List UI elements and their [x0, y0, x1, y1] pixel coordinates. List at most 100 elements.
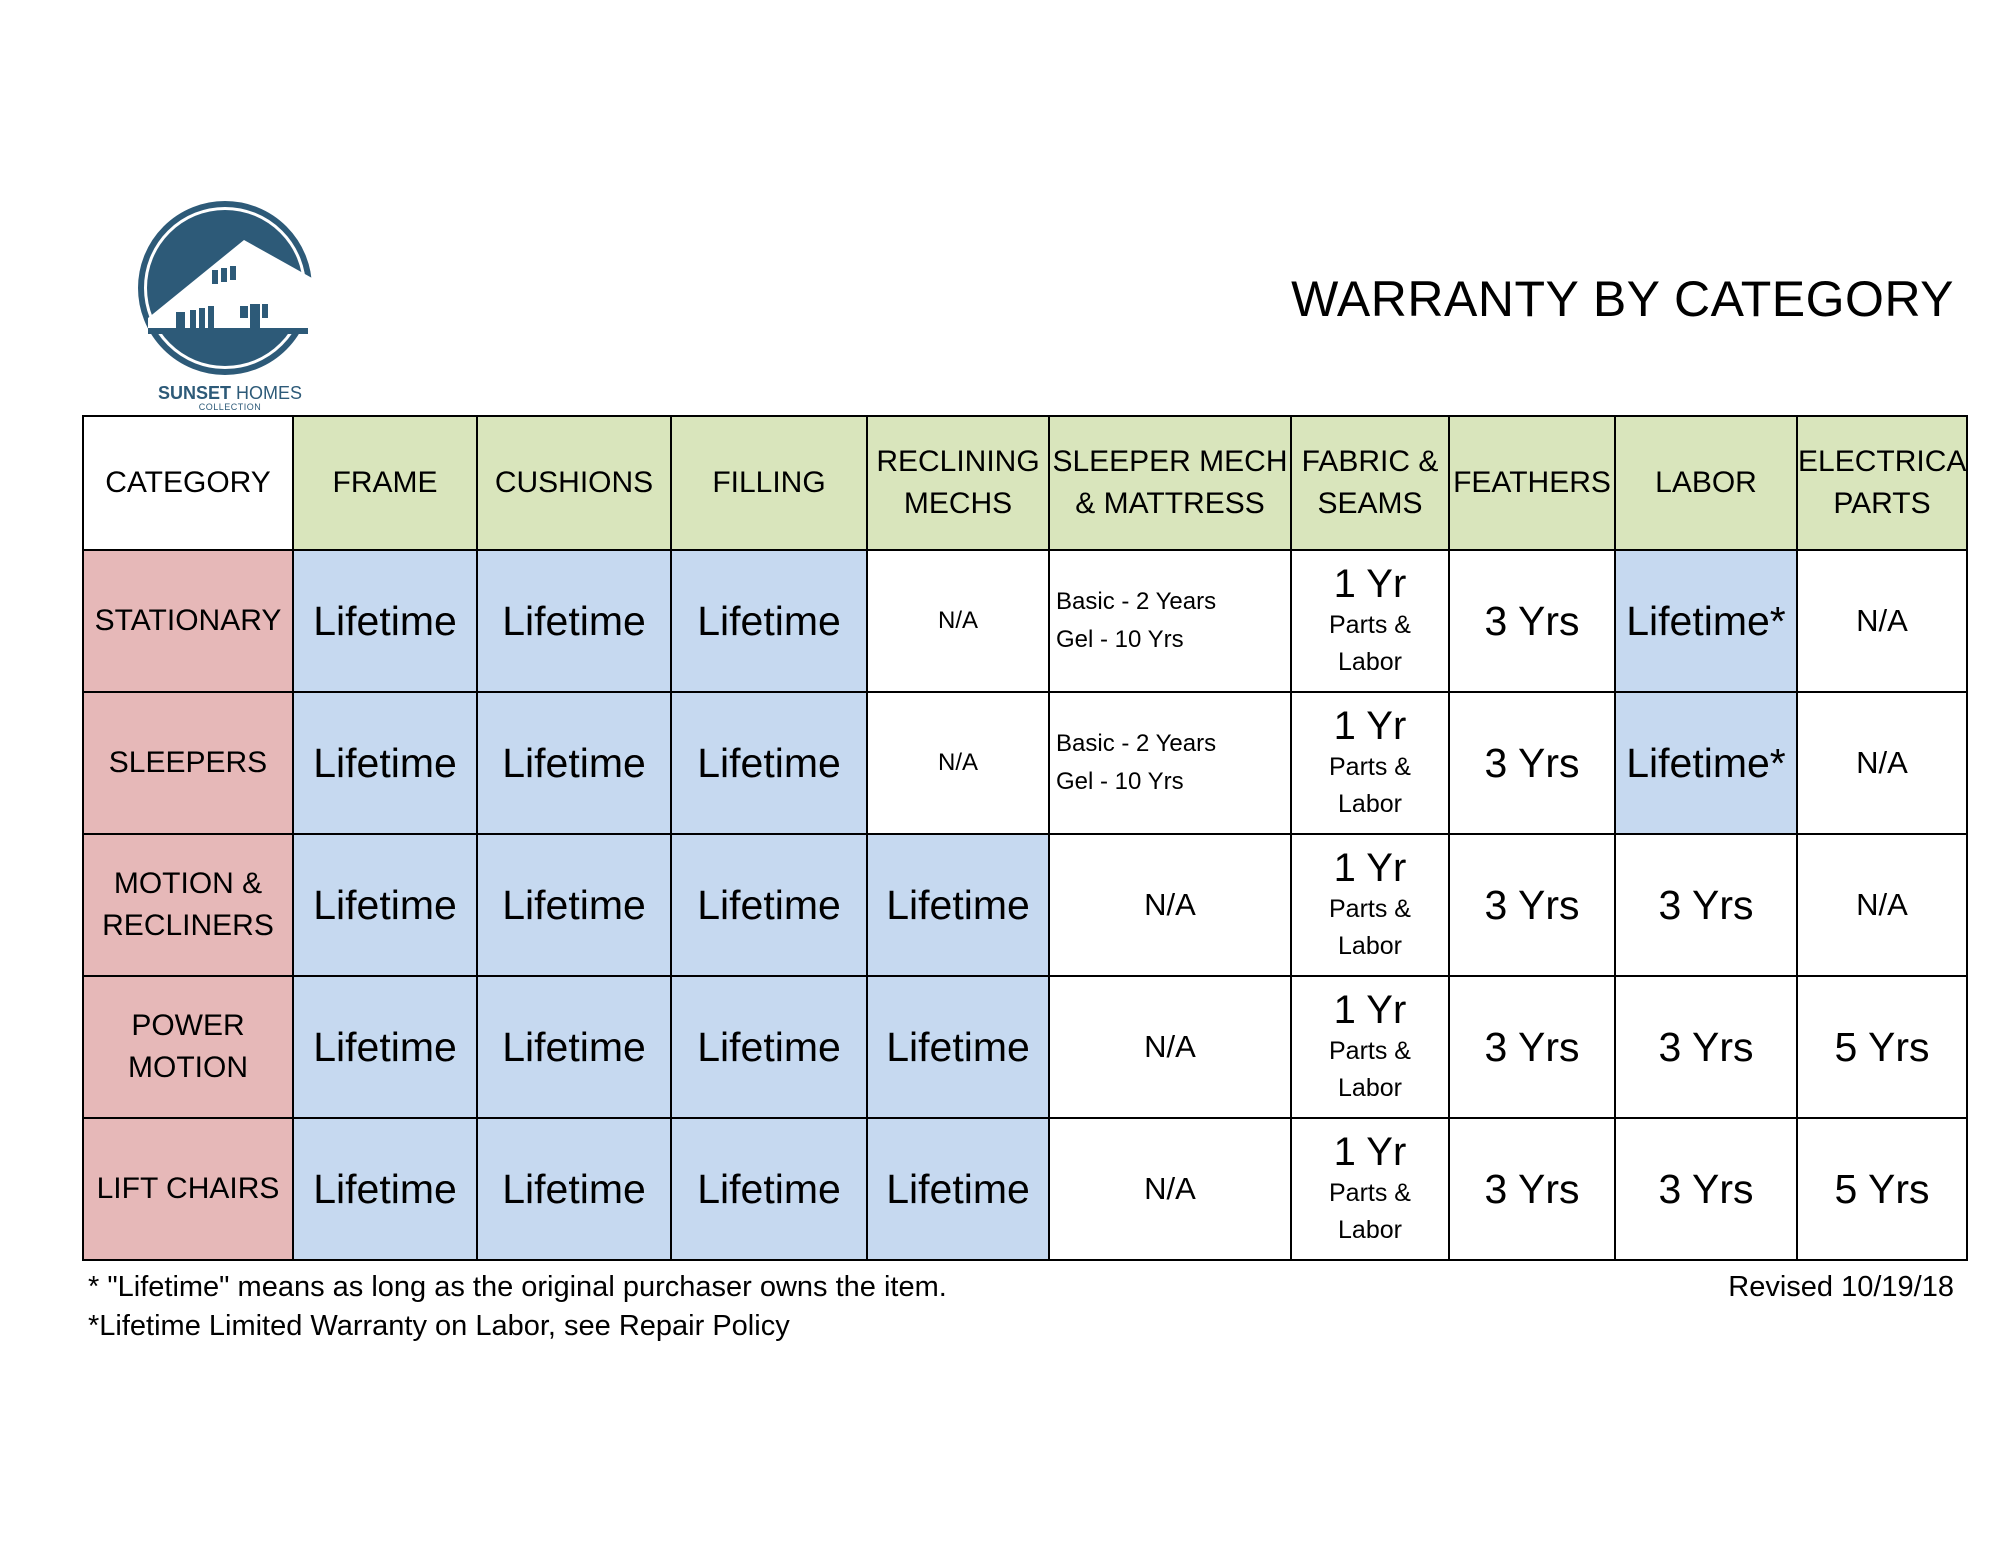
frame-cell: Lifetime [292, 549, 478, 693]
column-header: LABOR [1614, 415, 1798, 551]
row-category: POWER MOTION [82, 975, 294, 1119]
sleeper-mattress-cell: N/A [1048, 975, 1292, 1119]
reclining-mechs-cell: Lifetime [866, 1117, 1050, 1261]
column-header: SLEEPER MECH & MATTRESS [1048, 415, 1292, 551]
row-category: MOTION & RECLINERS [82, 833, 294, 977]
column-header: RECLINING MECHS [866, 415, 1050, 551]
reclining-mechs-cell: N/A [866, 691, 1050, 835]
fabric-seams-cell: 1 Yr Parts & Labor [1290, 833, 1450, 977]
cushions-cell: Lifetime [476, 1117, 672, 1261]
fabric-coverage-line: Labor [1338, 932, 1402, 960]
frame-cell: Lifetime [292, 833, 478, 977]
labor-cell: Lifetime* [1614, 691, 1798, 835]
labor-cell: 3 Yrs [1614, 975, 1798, 1119]
brand-subtitle: COLLECTION [198, 402, 262, 412]
sleeper-mattress-cell: N/A [1048, 833, 1292, 977]
sleeper-mattress-cell: Basic - 2 Years Gel - 10 Yrs [1048, 549, 1292, 693]
company-logo: SUNSET HOMES COLLECTION [136, 200, 324, 412]
column-header: CATEGORY [82, 415, 294, 551]
fabric-coverage-line: Parts & [1329, 611, 1411, 639]
cushions-cell: Lifetime [476, 549, 672, 693]
column-header-line: FILLING [712, 466, 826, 499]
electrical-parts-cell: N/A [1796, 833, 1968, 977]
warranty-table: CATEGORY FRAME CUSHIONS FILLING RECLINING MEC… [82, 415, 1968, 1261]
footnotes: * "Lifetime" means as long as the origin… [88, 1268, 947, 1346]
feathers-cell: 3 Yrs [1448, 691, 1616, 835]
feathers-cell: 3 Yrs [1448, 975, 1616, 1119]
column-header-line: & MATTRESS [1075, 487, 1265, 520]
column-header: FEATHERS [1448, 415, 1616, 551]
column-header-line: CUSHIONS [494, 466, 654, 499]
fabric-coverage-line: Parts & [1329, 1179, 1411, 1207]
row-category-line: STATIONARY [94, 604, 282, 637]
sleeper-mattress-line: Gel - 10 Yrs [1056, 768, 1184, 795]
fabric-term: 1 Yr [1333, 704, 1407, 748]
labor-cell: 3 Yrs [1614, 1117, 1798, 1261]
table-row: SLEEPERS Lifetime Lifetime Lifetime N/A Basic… [82, 691, 1968, 835]
row-category: LIFT CHAIRS [82, 1117, 294, 1261]
fabric-coverage-line: Parts & [1329, 895, 1411, 923]
sleeper-mattress-line: Gel - 10 Yrs [1056, 626, 1184, 653]
fabric-coverage-line: Labor [1338, 790, 1402, 818]
electrical-parts-cell: 5 Yrs [1796, 975, 1968, 1119]
column-header-line: SEAMS [1317, 487, 1423, 520]
fabric-coverage-line: Labor [1338, 1216, 1402, 1244]
electrical-parts-cell: 5 Yrs [1796, 1117, 1968, 1261]
column-header-line: LABOR [1655, 466, 1757, 499]
fabric-term: 1 Yr [1333, 1130, 1407, 1174]
row-category: SLEEPERS [82, 691, 294, 835]
table-row: STATIONARY Lifetime Lifetime Lifetime N/A Bas… [82, 549, 1968, 693]
fabric-coverage-line: Labor [1338, 1074, 1402, 1102]
electrical-parts-cell: N/A [1796, 691, 1968, 835]
feathers-cell: 3 Yrs [1448, 1117, 1616, 1261]
reclining-mechs-cell: Lifetime [866, 833, 1050, 977]
footnote-lifetime-definition: * "Lifetime" means as long as the origin… [88, 1271, 947, 1303]
brand-bold: SUNSET [157, 383, 231, 403]
column-header: FRAME [292, 415, 478, 551]
fabric-coverage-line: Parts & [1329, 1037, 1411, 1065]
brand-name: SUNSET HOMES [136, 384, 324, 402]
column-header-line: FRAME [332, 466, 438, 499]
row-category-line: RECLINERS [102, 909, 274, 942]
labor-cell: 3 Yrs [1614, 833, 1798, 977]
fabric-coverage-line: Parts & [1329, 753, 1411, 781]
cushions-cell: Lifetime [476, 691, 672, 835]
row-category-line: MOTION [128, 1051, 248, 1084]
row-category: STATIONARY [82, 549, 294, 693]
column-header: ELECTRICAL PARTS [1796, 415, 1968, 551]
sleeper-mattress-cell: N/A [1048, 1117, 1292, 1261]
filling-cell: Lifetime [670, 549, 868, 693]
filling-cell: Lifetime [670, 1117, 868, 1261]
sleeper-mattress-line: Basic - 2 Years [1056, 588, 1217, 615]
column-header: FABRIC & SEAMS [1290, 415, 1450, 551]
fabric-seams-cell: 1 Yr Parts & Labor [1290, 1117, 1450, 1261]
column-header-line: PARTS [1833, 487, 1931, 520]
reclining-mechs-cell: Lifetime [866, 975, 1050, 1119]
column-header-line: MECHS [903, 487, 1013, 520]
column-header-line: CATEGORY [105, 466, 271, 499]
feathers-cell: 3 Yrs [1448, 833, 1616, 977]
fabric-seams-cell: 1 Yr Parts & Labor [1290, 691, 1450, 835]
frame-cell: Lifetime [292, 691, 478, 835]
house-logo-icon [138, 201, 312, 375]
column-header-line: FEATHERS [1453, 466, 1611, 499]
row-category-line: LIFT CHAIRS [96, 1172, 280, 1205]
filling-cell: Lifetime [670, 975, 868, 1119]
table-row: POWER MOTION Lifetime Lifetime Lifetime Lifet… [82, 975, 1968, 1119]
fabric-term: 1 Yr [1333, 562, 1407, 606]
footnote-labor-warranty: *Lifetime Limited Warranty on Labor, see… [88, 1310, 790, 1342]
row-category-line: SLEEPERS [108, 746, 268, 779]
frame-cell: Lifetime [292, 975, 478, 1119]
page-title: WARRANTY BY CATEGORY [1291, 271, 1954, 327]
cushions-cell: Lifetime [476, 833, 672, 977]
fabric-term: 1 Yr [1333, 846, 1407, 890]
column-header-line: ELECTRICAL [1798, 445, 1967, 478]
filling-cell: Lifetime [670, 833, 868, 977]
column-header: FILLING [670, 415, 868, 551]
column-header-line: FABRIC & [1301, 445, 1439, 478]
sleeper-mattress-cell: Basic - 2 Years Gel - 10 Yrs [1048, 691, 1292, 835]
cushions-cell: Lifetime [476, 975, 672, 1119]
electrical-parts-cell: N/A [1796, 549, 1968, 693]
column-header-line: RECLINING [876, 445, 1040, 478]
revised-date: Revised 10/19/18 [1728, 1271, 1954, 1303]
